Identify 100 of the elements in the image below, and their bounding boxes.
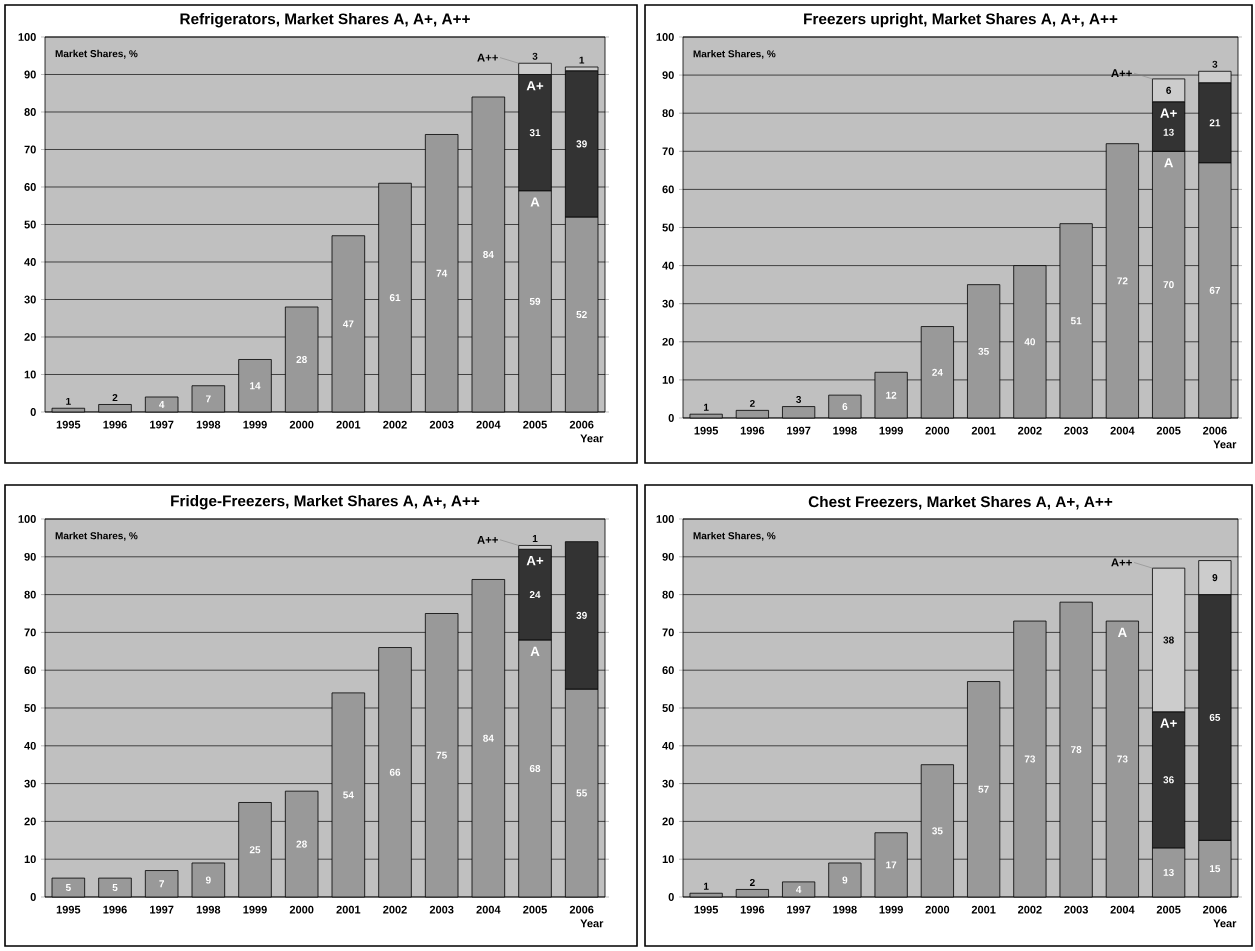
data-label: 2: [749, 878, 755, 886]
y-tick-label: 10: [662, 855, 674, 864]
chart-title: Freezers upright, Market Shares A, A+, A++: [804, 13, 1118, 28]
data-label: 51: [1070, 317, 1082, 325]
data-label: 57: [978, 785, 989, 793]
data-label: 75: [436, 751, 447, 759]
x-tick-label: 2003: [1064, 905, 1088, 914]
data-label: 78: [1071, 746, 1082, 754]
y-tick-label: 40: [24, 258, 36, 266]
y-axis-title: Market Shares, %: [693, 50, 776, 59]
y-tick-label: 50: [662, 223, 674, 232]
y-tick-label: 60: [24, 183, 36, 191]
y-tick-label: 100: [656, 515, 674, 523]
x-tick-label: 1996: [103, 420, 127, 429]
data-label: 13: [1163, 128, 1174, 136]
data-label: 2: [112, 394, 118, 402]
y-tick-label: 70: [662, 147, 674, 156]
data-label: 73: [1024, 755, 1036, 763]
data-label: 84: [483, 250, 494, 259]
x-tick-label: 2002: [383, 420, 407, 429]
y-tick-label: 0: [30, 408, 36, 416]
data-label: 24: [529, 591, 541, 599]
x-tick-label: 2001: [336, 905, 361, 914]
y-tick-label: 10: [662, 376, 674, 384]
y-tick-label: 80: [662, 109, 674, 118]
x-tick-label: 1998: [833, 905, 857, 914]
data-label: 7: [206, 395, 211, 403]
y-tick-label: 30: [24, 295, 36, 304]
x-tick-label: 1998: [196, 420, 221, 429]
x-tick-label: 2006: [569, 420, 594, 429]
x-tick-label: 2000: [289, 420, 314, 429]
data-label: 70: [1163, 281, 1174, 289]
data-label: 39: [576, 140, 587, 148]
y-tick-label: 90: [24, 70, 36, 79]
data-label: 47: [342, 320, 354, 328]
data-label: 84: [483, 734, 494, 742]
x-axis-title: Year: [580, 919, 604, 928]
x-tick-label: 2006: [1203, 905, 1227, 914]
y-tick-label: 40: [24, 741, 36, 750]
chart-title: Chest Freezers, Market Shares A, A+, A++: [808, 495, 1113, 510]
data-label: 52: [576, 310, 587, 319]
y-tick-label: 20: [24, 817, 36, 826]
x-tick-label: 2002: [383, 905, 407, 914]
x-tick-label: 2003: [429, 905, 454, 914]
data-label: 54: [343, 791, 354, 799]
y-axis-title: Market Shares, %: [55, 531, 138, 541]
series-label: A+: [526, 555, 544, 566]
data-label: 5: [112, 884, 118, 892]
data-label: 9: [1212, 574, 1218, 582]
y-tick-label: 90: [24, 552, 36, 561]
x-tick-label: 2005: [1156, 426, 1181, 435]
data-label: 61: [389, 294, 401, 302]
data-label: 65: [1209, 713, 1221, 721]
x-tick-label: 1996: [740, 426, 765, 435]
y-tick-label: 60: [24, 666, 36, 675]
data-label: 72: [1117, 277, 1128, 285]
y-tick-label: 80: [24, 108, 36, 116]
data-label: 24: [932, 368, 943, 376]
data-label: 59: [529, 297, 541, 305]
x-tick-label: 2002: [1018, 426, 1042, 435]
x-tick-label: 1997: [150, 905, 174, 914]
y-tick-label: 70: [24, 628, 36, 637]
data-label: 31: [529, 129, 541, 137]
x-tick-label: 2004: [1110, 905, 1135, 914]
x-tick-label: 1996: [103, 905, 127, 914]
x-tick-label: 1997: [787, 905, 811, 914]
series-label: A++: [477, 53, 498, 62]
x-tick-label: 2000: [925, 426, 950, 435]
data-label: 14: [250, 382, 261, 390]
x-tick-label: 1999: [243, 905, 267, 914]
data-label: 66: [389, 768, 401, 776]
chart-title: Refrigerators, Market Shares A, A+, A++: [180, 13, 470, 28]
data-label: 6: [842, 403, 848, 411]
series-label: A+: [1160, 108, 1177, 118]
data-label: 55: [576, 789, 587, 797]
y-tick-label: 0: [668, 414, 674, 422]
data-label: 25: [249, 846, 261, 854]
y-tick-label: 80: [662, 590, 674, 599]
data-label: 9: [842, 876, 848, 884]
data-label: 13: [1163, 868, 1174, 876]
series-label: A: [530, 646, 540, 656]
data-label: 1: [579, 56, 585, 64]
x-tick-label: 2004: [1110, 426, 1135, 435]
y-tick-label: 20: [24, 333, 36, 341]
data-label: 39: [576, 611, 587, 619]
data-label: 17: [886, 861, 897, 869]
y-tick-label: 90: [662, 552, 674, 561]
data-label: 21: [1209, 119, 1221, 127]
y-tick-label: 40: [662, 261, 674, 270]
data-label: 5: [65, 884, 71, 892]
data-label: 1: [703, 882, 709, 890]
data-label: 2: [749, 399, 755, 407]
chart-title: Fridge-Freezers, Market Shares A, A+, A++: [171, 495, 480, 510]
y-tick-label: 100: [18, 33, 36, 41]
series-label: A++: [1111, 69, 1132, 78]
x-tick-label: 1999: [243, 420, 267, 429]
x-axis-title: Year: [1213, 440, 1237, 449]
y-axis-title: Market Shares, %: [693, 531, 776, 541]
x-tick-label: 1997: [150, 420, 174, 429]
x-tick-label: 2002: [1018, 905, 1042, 914]
